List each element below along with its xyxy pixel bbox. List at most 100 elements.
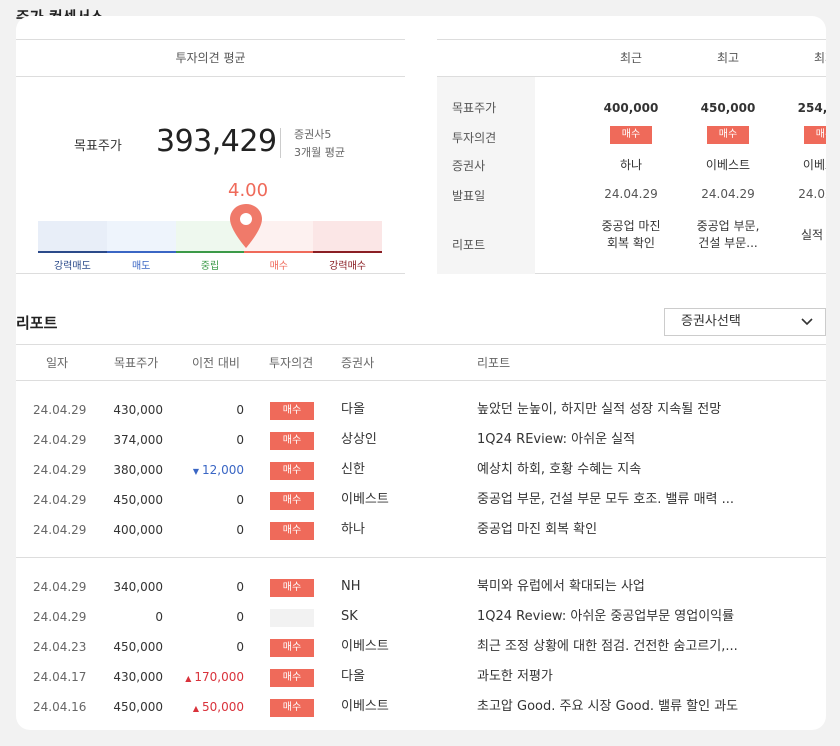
report-change: 0 [16, 425, 244, 455]
broker-select-dropdown[interactable]: 증권사선택 [664, 308, 826, 336]
report-change: 0 [16, 572, 244, 602]
report-row[interactable]: 24.04.29 0 0 SK 1Q24 Review: 아쉬운 중공업부문 영업이익률 [16, 602, 826, 632]
opinion-badge: 매수 [270, 698, 314, 717]
triangle-down-icon: ▼ [192, 467, 199, 476]
report-broker: 이베스트 [341, 492, 389, 507]
triangle-up-icon: ▲ [185, 674, 192, 683]
report-change: 0 [16, 632, 244, 662]
report-title-link[interactable]: 중공업 마진 회복 확인 [477, 522, 598, 537]
report-date: 24.04.29 [33, 403, 87, 417]
header-report: 리포트 [477, 356, 511, 370]
opinion-badge: 매수 [270, 578, 314, 597]
report-title-link[interactable]: 1Q24 REview: 아쉬운 실적 [477, 432, 636, 447]
average-period: 3개월 평균 [294, 146, 345, 159]
report-line: 건설 부문... [698, 236, 758, 250]
recent-report-link[interactable]: 실적 전망 [777, 227, 826, 244]
change-value: 50,000 [202, 700, 244, 714]
report-opinion-cell: 매수 [270, 515, 314, 545]
report-broker: SK [341, 609, 358, 624]
gauge-segment: 강력매수 [313, 221, 382, 272]
report-title-link[interactable]: 1Q24 Review: 아쉬운 중공업부문 영업이익률 [477, 609, 735, 624]
report-title-link[interactable]: 예상치 하회, 호황 수혜는 지속 [477, 462, 642, 477]
header-opinion: 투자의견 [269, 356, 314, 370]
recent-target-price: 400,000 [603, 101, 659, 115]
recent-date: 24.04.29 [604, 187, 658, 201]
opinion-badge: 매수 [270, 491, 314, 510]
report-line: 실적 전망 [801, 228, 826, 242]
opinion-badge: 매수 [707, 126, 749, 144]
report-title-link[interactable]: 북미와 유럽에서 확대되는 사업 [477, 579, 645, 594]
opinion-badge: 매수 [270, 431, 314, 450]
recent-date: 24.04.29 [701, 187, 755, 201]
change-value: 0 [236, 640, 244, 654]
row-label-opinion: 투자의견 [452, 131, 497, 145]
report-broker: 이베스트 [341, 639, 389, 654]
chevron-down-icon [801, 318, 813, 326]
consensus-card: 투자의견 평균 목표주가 393,429 증권사5 3개월 평균 4.00 강력… [16, 16, 826, 730]
divider [280, 128, 281, 158]
report-target-price: 0 [155, 610, 163, 624]
report-change: 0 [16, 602, 244, 632]
opinion-average-panel: 투자의견 평균 목표주가 393,429 증권사5 3개월 평균 4.00 강력… [16, 39, 405, 274]
recent-column-header: 최근 [619, 51, 643, 65]
opinion-badge [270, 608, 314, 627]
report-change: 0 [16, 395, 244, 425]
report-title-link[interactable]: 과도한 저평가 [477, 669, 553, 684]
report-opinion-cell: 매수 [270, 632, 314, 662]
report-date: 24.04.29 [33, 433, 87, 447]
gauge-label: 중립 [200, 261, 220, 272]
recent-broker: 하나 [619, 158, 643, 172]
recent-column-header: 최저 [813, 51, 826, 65]
report-change: ▲ 170,000 [16, 662, 244, 692]
reports-title: 리포트 [16, 314, 58, 332]
report-title-link[interactable]: 초고압 Good. 주요 시장 Good. 밸류 할인 과도 [477, 699, 739, 714]
report-row[interactable]: 24.04.29 374,000 0 매수 상상인 1Q24 REview: 아쉬운 실적 [16, 425, 826, 455]
report-row[interactable]: 24.04.29 430,000 0 매수 다올 높았던 눈높이, 하지만 실적 성장 지… [16, 395, 826, 425]
report-target-price: 374,000 [113, 433, 163, 447]
report-opinion-cell [270, 602, 314, 632]
report-row[interactable]: 24.04.16 450,000 ▲ 50,000 매수 이베스트 초고압 Good. 주요… [16, 692, 826, 722]
report-row[interactable]: 24.04.17 430,000 ▲ 170,000 매수 다올 과도한 저평가 [16, 662, 826, 692]
report-broker: 하나 [341, 522, 365, 537]
header-broker: 증권사 [341, 356, 375, 370]
recent-opinion-cell: 매수 [777, 126, 826, 144]
report-row[interactable]: 24.04.29 340,000 0 매수 NH 북미와 유럽에서 확대되는 사업 [16, 572, 826, 602]
row-label-report: 리포트 [452, 238, 486, 252]
report-row[interactable]: 24.04.29 450,000 0 매수 이베스트 중공업 부문, 건설 부문 모두 호… [16, 485, 826, 515]
opinion-badge: 매수 [270, 521, 314, 540]
report-date: 24.04.17 [33, 670, 87, 684]
recent-date: 24.02.27 [798, 187, 826, 201]
recent-target-price: 254,000 [797, 101, 826, 115]
report-title-link[interactable]: 최근 조정 상황에 대한 점검. 건전한 숨고르기,... [477, 639, 738, 654]
recent-report-link[interactable]: 중공업 마진 회복 확인 [583, 218, 679, 252]
report-title-link[interactable]: 높았던 눈높이, 하지만 실적 성장 지속될 전망 [477, 402, 722, 417]
change-value: 0 [236, 433, 244, 447]
location-pin-icon [230, 204, 262, 248]
recent-opinion-cell: 매수 [583, 126, 679, 144]
opinion-badge: 매수 [270, 668, 314, 687]
report-broker: NH [341, 579, 361, 594]
report-row[interactable]: 24.04.23 450,000 0 매수 이베스트 최근 조정 상황에 대한 점검. 건… [16, 632, 826, 662]
target-price-label: 목표주가 [74, 139, 122, 154]
target-price-value: 393,429 [156, 124, 277, 159]
opinion-score: 4.00 [228, 180, 269, 201]
recent-table-header: 최근 최고 최저 [437, 40, 826, 77]
report-title-link[interactable]: 중공업 부문, 건설 부문 모두 호조. 밸류 매력 ... [477, 492, 735, 507]
report-date: 24.04.29 [33, 463, 87, 477]
report-opinion-cell: 매수 [270, 572, 314, 602]
recent-report-link[interactable]: 중공업 부문, 건설 부문... [680, 218, 776, 252]
report-row[interactable]: 24.04.29 380,000 ▼ 12,000 매수 신한 예상치 하회, 호황 수혜는… [16, 455, 826, 485]
report-change: 0 [16, 515, 244, 545]
gauge-label: 강력매수 [329, 261, 366, 272]
report-broker: 다올 [341, 402, 365, 417]
recent-broker: 이베스트 [802, 158, 826, 172]
row-label-date: 발표일 [452, 189, 486, 203]
group-divider [16, 557, 826, 558]
opinion-gauge: 강력매도 매도 중립 매수 강력매수 [38, 221, 382, 272]
report-target-price: 400,000 [113, 523, 163, 537]
change-value: 0 [236, 580, 244, 594]
report-row[interactable]: 24.04.29 400,000 0 매수 하나 중공업 마진 회복 확인 [16, 515, 826, 545]
report-line: 회복 확인 [607, 236, 655, 250]
row-label-broker: 증권사 [452, 159, 486, 173]
report-target-price: 450,000 [113, 493, 163, 507]
